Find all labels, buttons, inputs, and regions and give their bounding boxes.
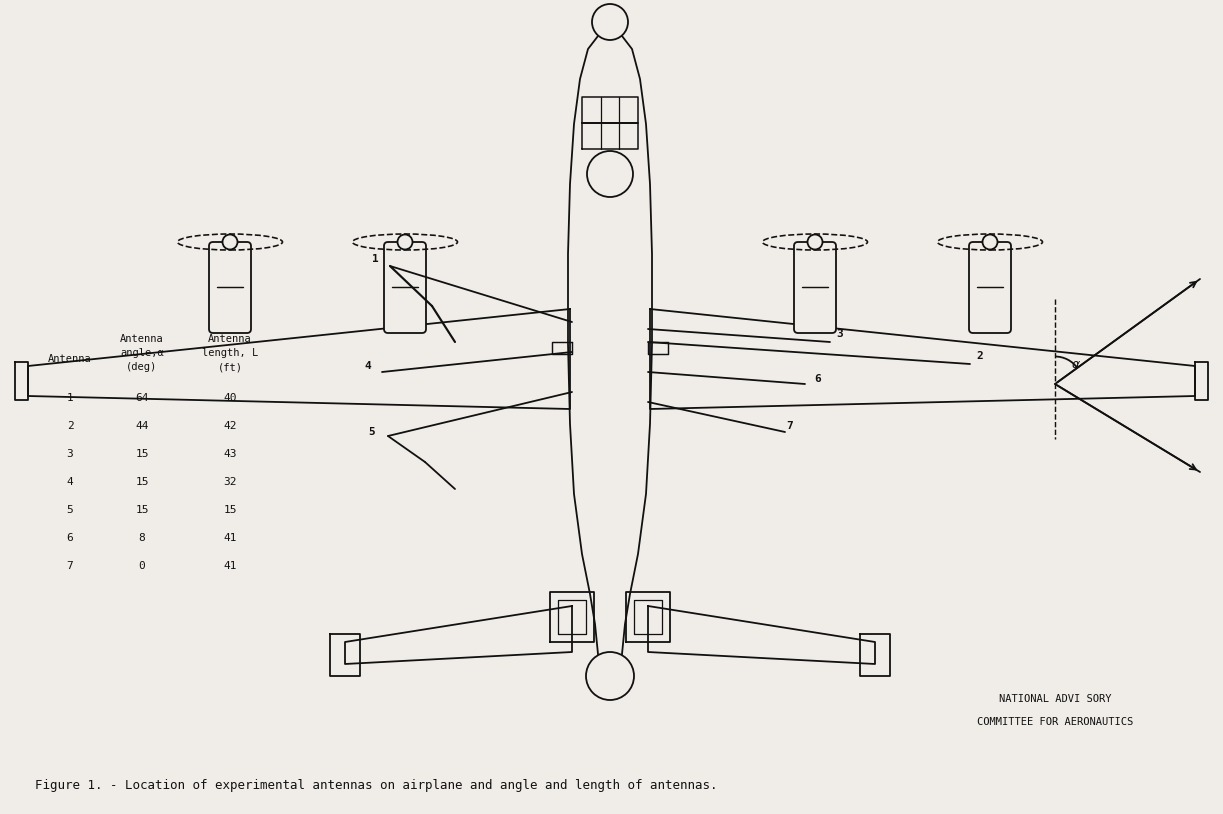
Text: length, L: length, L (202, 348, 258, 358)
Text: COMMITTEE FOR AERONAUTICS: COMMITTEE FOR AERONAUTICS (977, 717, 1134, 727)
Text: $\alpha$: $\alpha$ (1071, 357, 1081, 370)
FancyBboxPatch shape (969, 242, 1011, 333)
Text: 2: 2 (66, 421, 73, 431)
Text: 2: 2 (977, 351, 983, 361)
Text: 32: 32 (224, 477, 237, 487)
Text: 1: 1 (372, 254, 378, 264)
Text: 4: 4 (364, 361, 372, 371)
Circle shape (587, 151, 634, 197)
Polygon shape (345, 606, 572, 664)
Text: 6: 6 (815, 374, 822, 384)
Text: 15: 15 (136, 449, 149, 459)
Text: 3: 3 (66, 449, 73, 459)
Circle shape (586, 652, 634, 700)
Text: 0: 0 (138, 561, 146, 571)
Text: 5: 5 (368, 427, 375, 437)
Text: 15: 15 (224, 505, 237, 515)
Circle shape (223, 234, 237, 250)
Text: 8: 8 (138, 533, 146, 543)
Text: Antenna: Antenna (48, 354, 92, 364)
Text: 1: 1 (66, 393, 73, 403)
Polygon shape (550, 592, 594, 642)
Text: 7: 7 (66, 561, 73, 571)
Text: 41: 41 (224, 561, 237, 571)
Text: Antenna: Antenna (208, 334, 252, 344)
Text: 44: 44 (136, 421, 149, 431)
FancyBboxPatch shape (209, 242, 251, 333)
Text: 5: 5 (66, 505, 73, 515)
Text: 15: 15 (136, 505, 149, 515)
Polygon shape (582, 97, 638, 123)
Text: 40: 40 (224, 393, 237, 403)
Polygon shape (648, 606, 874, 664)
Polygon shape (648, 342, 668, 354)
Text: 41: 41 (224, 533, 237, 543)
Text: Figure 1. - Location of experimental antennas on airplane and angle and length o: Figure 1. - Location of experimental ant… (35, 780, 718, 793)
Polygon shape (15, 362, 28, 400)
Text: 64: 64 (136, 393, 149, 403)
FancyBboxPatch shape (794, 242, 837, 333)
Text: 42: 42 (224, 421, 237, 431)
Text: Antenna: Antenna (120, 334, 164, 344)
Polygon shape (626, 592, 670, 642)
Circle shape (397, 234, 412, 250)
Polygon shape (28, 309, 570, 409)
FancyBboxPatch shape (384, 242, 426, 333)
Text: 3: 3 (837, 329, 844, 339)
Polygon shape (649, 309, 1195, 409)
Text: 7: 7 (786, 421, 794, 431)
Polygon shape (582, 123, 638, 149)
Text: 4: 4 (66, 477, 73, 487)
Text: angle,α: angle,α (120, 348, 164, 358)
Polygon shape (330, 634, 360, 676)
Text: (ft): (ft) (218, 362, 242, 372)
Polygon shape (1195, 362, 1208, 400)
Text: 43: 43 (224, 449, 237, 459)
Circle shape (982, 234, 998, 250)
Polygon shape (552, 342, 572, 354)
Polygon shape (860, 634, 890, 676)
Text: (deg): (deg) (126, 362, 158, 372)
Circle shape (592, 4, 627, 40)
Text: 6: 6 (66, 533, 73, 543)
Polygon shape (567, 22, 652, 684)
Circle shape (807, 234, 823, 250)
Text: 15: 15 (136, 477, 149, 487)
Text: NATIONAL ADVI SORY: NATIONAL ADVI SORY (999, 694, 1112, 704)
